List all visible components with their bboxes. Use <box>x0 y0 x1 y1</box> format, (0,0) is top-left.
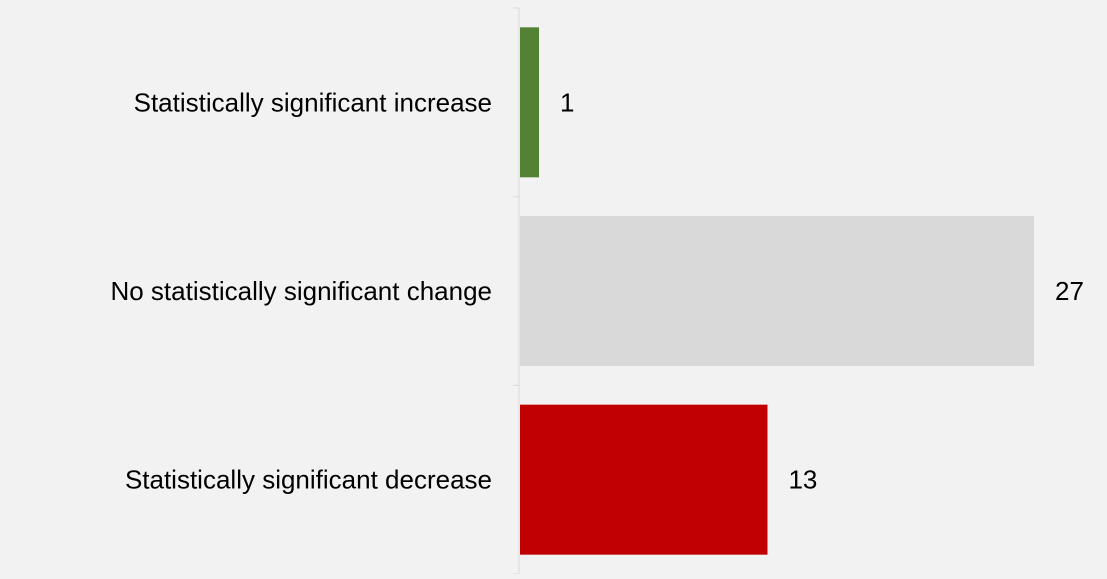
bar-0 <box>520 27 540 178</box>
value-label-0: 1 <box>560 87 574 117</box>
bars-group <box>520 27 1034 555</box>
category-label-0: Statistically significant increase <box>134 87 492 117</box>
y-axis-ticks <box>513 7 519 575</box>
value-label-2: 13 <box>788 465 817 495</box>
value-label-1: 27 <box>1055 276 1084 306</box>
value-labels: 1 27 13 <box>560 87 1084 494</box>
category-labels: Statistically significant increase No sta… <box>110 87 492 494</box>
bar-2 <box>520 404 768 555</box>
category-label-2: Statistically significant decrease <box>125 465 492 495</box>
bar-1 <box>520 216 1034 366</box>
category-label-1: No statistically significant change <box>110 276 492 306</box>
